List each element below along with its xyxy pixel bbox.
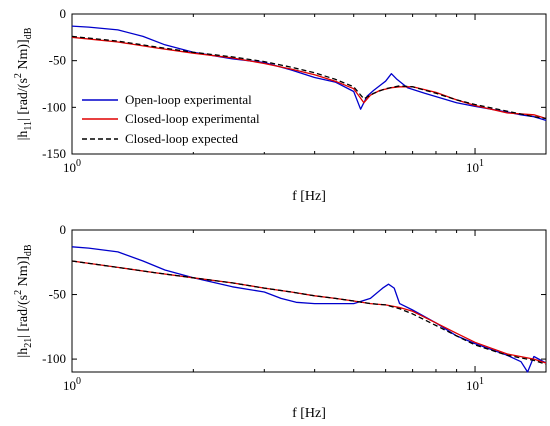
bottom-plot-series-open-loop-experimental	[71, 246, 547, 373]
bottom-plot-frame	[71, 229, 547, 373]
bottom-plot-series-group	[71, 246, 547, 373]
bottom-plot-x-label: f [Hz]	[292, 406, 326, 421]
top-plot-x-label: f [Hz]	[292, 189, 326, 204]
legend-label-open-loop: Open-loop experimental	[125, 92, 252, 107]
bottom-plot-x-ticks: 100 101	[63, 230, 484, 393]
legend-label-closed-loop-expected: Closed-loop expected	[125, 131, 238, 146]
bottom-plot-x-tick-label: 100	[63, 376, 81, 393]
legend-label-closed-loop-exp: Closed-loop experimental	[125, 111, 260, 126]
top-plot-y-label: |h11| [rad/(s2 Nm)]dB	[13, 27, 34, 140]
bottom-plot-x-tick-label: 101	[466, 376, 484, 393]
top-plot-x-ticks: 100 101	[63, 14, 484, 175]
legend-entry-closed-loop-expected: Closed-loop expected	[82, 131, 238, 146]
top-plot-x-tick-label: 100	[63, 158, 81, 175]
top-plot-y-tick-label: 0	[60, 6, 67, 21]
bottom-plot: 0 -50 -100 100 101 f [Hz] |h21| [rad/(s2 Nm…	[13, 222, 547, 421]
top-plot-y-ticks: 0 -50 -100 -150	[42, 6, 546, 161]
bottom-plot-y-tick-label: -100	[42, 351, 66, 366]
bottom-plot-y-ticks: 0 -50 -100	[42, 222, 546, 366]
top-plot-series-group	[71, 25, 547, 122]
top-plot-y-tick-label: -150	[42, 146, 66, 161]
top-plot-x-tick-label: 101	[466, 158, 484, 175]
top-plot-series-closed-loop-expected	[71, 35, 547, 120]
bottom-plot-series-closed-loop-expected	[71, 260, 547, 365]
bottom-plot-y-tick-label: -50	[49, 287, 66, 302]
top-plot: 0 -50 -100 -150 100 101 f [Hz] |h11| [rad/(s…	[13, 6, 547, 204]
top-plot-y-tick-label: -50	[49, 53, 66, 68]
legend-entry-closed-loop-exp: Closed-loop experimental	[82, 111, 260, 126]
legend: Open-loop experimental Closed-loop exper…	[76, 86, 288, 152]
bottom-plot-y-tick-label: 0	[60, 222, 67, 237]
legend-entry-open-loop: Open-loop experimental	[82, 92, 252, 107]
top-plot-y-tick-label: -100	[42, 99, 66, 114]
bottom-plot-y-label: |h21| [rad/(s2 Nm)]dB	[13, 244, 34, 357]
